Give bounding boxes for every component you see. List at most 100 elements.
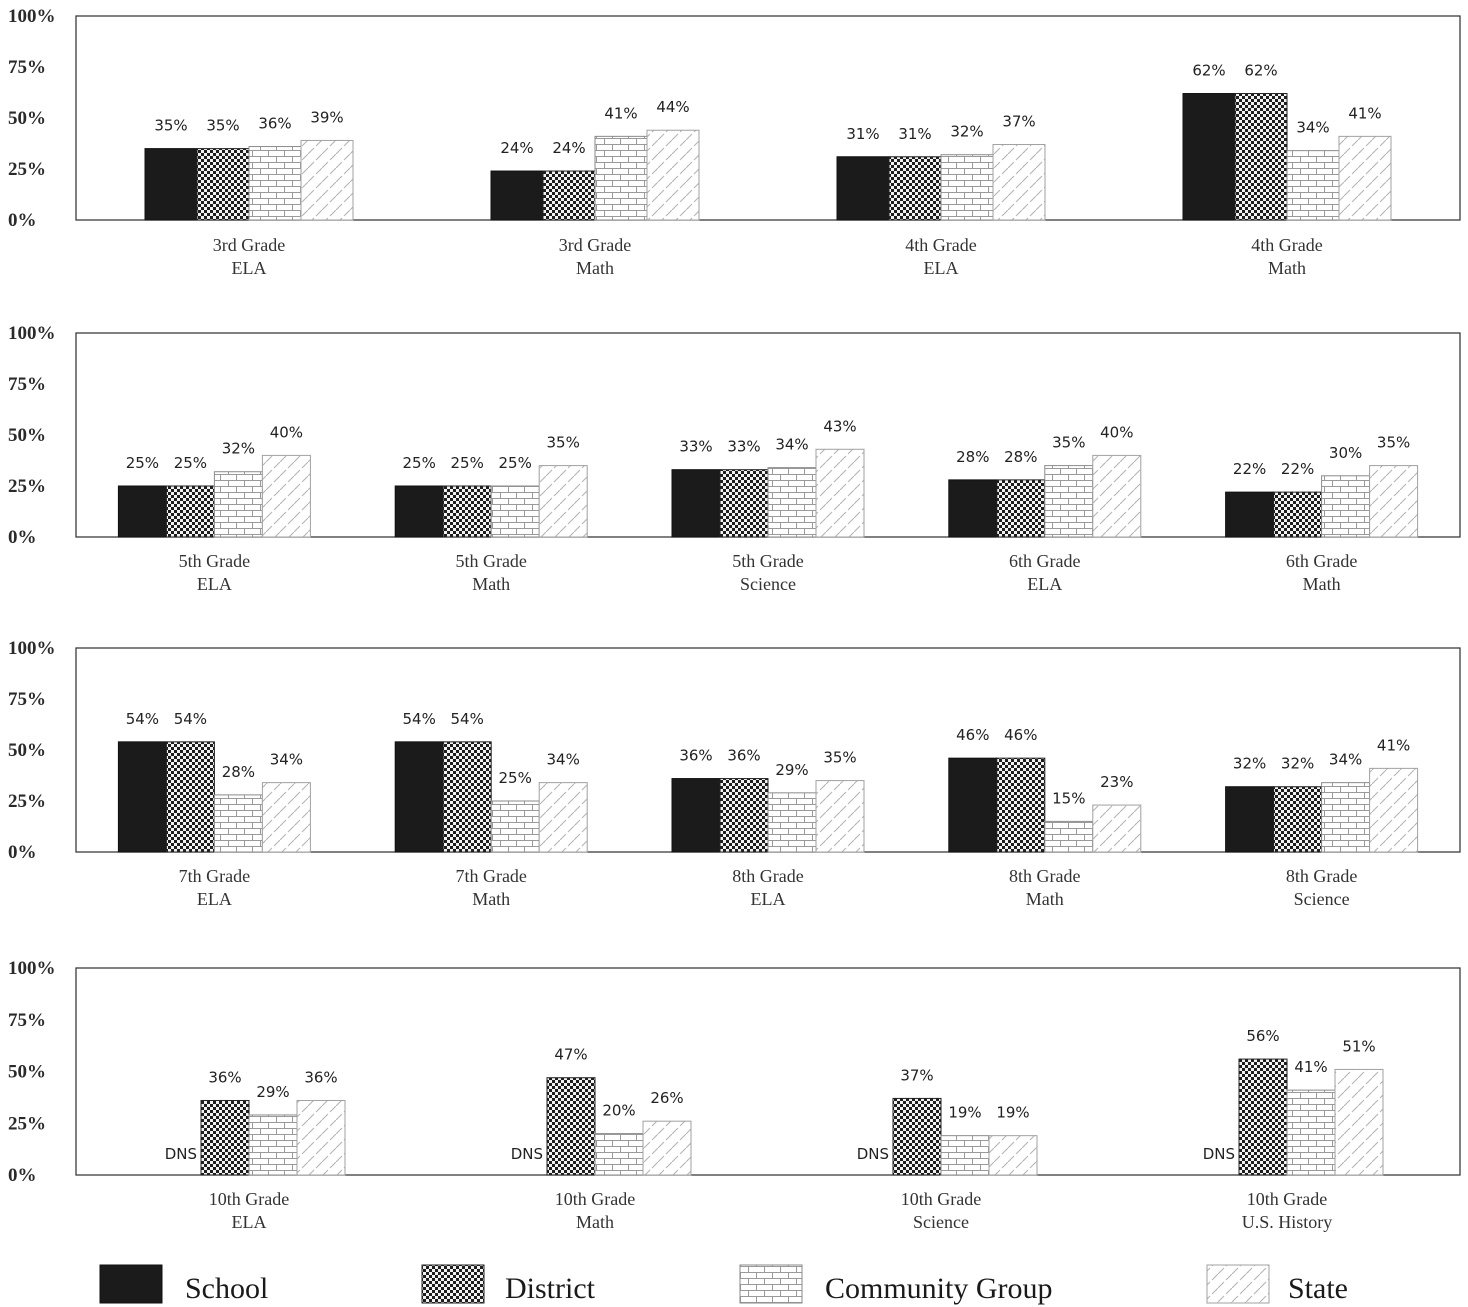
y-tick-label: 0%	[8, 210, 37, 231]
legend-swatch-community	[739, 1264, 803, 1304]
x-category-label: 10th Grade	[901, 1189, 981, 1209]
bar-community	[490, 800, 540, 853]
data-label: 54%	[174, 710, 207, 728]
data-label: 41%	[1294, 1058, 1327, 1076]
data-label: 36%	[304, 1068, 337, 1086]
bar-school	[836, 156, 890, 221]
data-label: 46%	[1004, 726, 1037, 744]
x-category-label: Science	[740, 574, 796, 594]
bar-community	[490, 485, 540, 538]
x-category-label: ELA	[751, 889, 786, 909]
data-label: 32%	[1233, 755, 1266, 773]
bar-community	[594, 1133, 644, 1176]
legend-swatch-school	[99, 1264, 163, 1304]
data-label: 35%	[1377, 434, 1410, 452]
bar-community	[213, 794, 263, 853]
data-label-dns: DNS	[511, 1145, 543, 1163]
data-label: 24%	[552, 139, 585, 157]
data-label: 32%	[1281, 755, 1314, 773]
data-label: 36%	[679, 747, 712, 765]
data-label-dns: DNS	[857, 1145, 889, 1163]
bar-state	[815, 780, 865, 853]
x-category-label: ELA	[924, 258, 959, 278]
data-label: 24%	[500, 139, 533, 157]
y-tick-label: 50%	[8, 1062, 46, 1083]
x-category-label: ELA	[197, 574, 232, 594]
bar-district	[996, 757, 1046, 853]
bar-district	[996, 479, 1046, 538]
x-category-label: 8th Grade	[1286, 866, 1357, 886]
data-label: 20%	[602, 1102, 635, 1120]
bar-school	[948, 757, 998, 853]
data-label: 34%	[270, 751, 303, 769]
y-tick-label: 0%	[8, 527, 37, 548]
x-category-label: Math	[472, 574, 510, 594]
legend-label-state: State	[1288, 1272, 1348, 1305]
bar-school	[1182, 93, 1236, 221]
data-label: 19%	[948, 1104, 981, 1122]
bar-community	[767, 792, 817, 853]
bar-district	[888, 156, 942, 221]
bar-district	[719, 469, 769, 538]
data-label: 44%	[656, 98, 689, 116]
data-label: 62%	[1192, 62, 1225, 80]
legend-label-school: School	[185, 1272, 268, 1305]
y-tick-label: 0%	[8, 1165, 37, 1186]
y-tick-label: 100%	[8, 6, 56, 27]
x-category-label: ELA	[232, 1212, 267, 1232]
data-label: 35%	[154, 117, 187, 135]
bar-state	[988, 1135, 1038, 1176]
bar-state	[538, 465, 588, 538]
legend-label-community: Community Group	[825, 1272, 1053, 1305]
y-tick-label: 25%	[8, 159, 46, 180]
data-label: 40%	[1100, 423, 1133, 441]
data-label: 34%	[775, 436, 808, 454]
x-category-label: Math	[576, 1212, 614, 1232]
bar-district	[196, 148, 250, 221]
x-category-label: Math	[472, 889, 510, 909]
data-label: 31%	[898, 125, 931, 143]
bar-school	[490, 170, 544, 221]
bar-state	[300, 139, 354, 221]
data-label: 34%	[1329, 751, 1362, 769]
data-label: 37%	[1002, 113, 1035, 131]
x-category-label: 6th Grade	[1286, 551, 1357, 571]
data-label: 54%	[451, 710, 484, 728]
data-label: 25%	[499, 454, 532, 472]
data-label: 31%	[846, 125, 879, 143]
bar-school	[394, 485, 444, 538]
data-label: 33%	[679, 438, 712, 456]
bar-community	[1044, 465, 1094, 538]
bar-state	[261, 454, 311, 538]
y-tick-label: 25%	[8, 476, 46, 497]
bar-community	[1286, 150, 1340, 221]
x-category-label: 8th Grade	[1009, 866, 1080, 886]
y-tick-label: 100%	[8, 638, 56, 659]
bar-school	[948, 479, 998, 538]
chart-panel-4: 100% 75% 50% 25% 0% DNS 36% 29% 36% 10th Grade ELA…	[8, 958, 1461, 1232]
data-label: 28%	[1004, 448, 1037, 466]
bar-community	[940, 154, 994, 221]
bar-community	[767, 467, 817, 538]
x-category-label: 4th Grade	[1251, 235, 1322, 255]
bar-state	[646, 129, 700, 221]
x-category-label: Math	[576, 258, 614, 278]
bar-state	[1334, 1068, 1384, 1176]
bar-district	[1238, 1058, 1288, 1176]
bar-district	[546, 1077, 596, 1176]
bar-community	[1321, 475, 1371, 538]
bar-district	[542, 170, 596, 221]
x-category-label: Science	[1294, 889, 1350, 909]
bar-district	[892, 1097, 942, 1176]
bar-state	[1338, 135, 1392, 221]
chart-panel-1: 100% 75% 50% 25% 0% 35% 35% 36% 39% 3rd Grade ELA 2…	[8, 6, 1461, 278]
x-category-label: U.S. History	[1242, 1212, 1333, 1232]
bar-state	[1369, 465, 1419, 538]
x-category-label: ELA	[232, 258, 267, 278]
data-label: 40%	[270, 423, 303, 441]
data-label: 39%	[310, 108, 343, 126]
y-tick-label: 25%	[8, 1113, 46, 1134]
data-label: 32%	[950, 123, 983, 141]
y-tick-label: 50%	[8, 425, 46, 446]
bar-state	[992, 144, 1046, 221]
